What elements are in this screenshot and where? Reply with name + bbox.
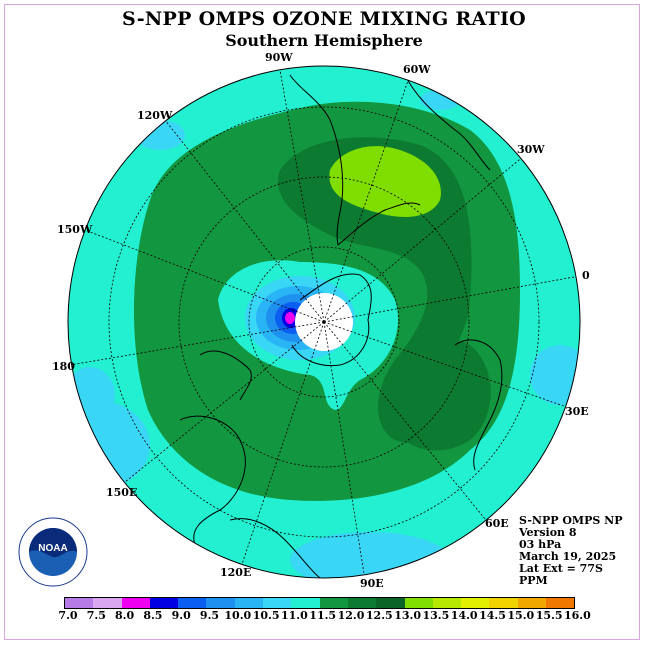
lon-label-60w: 60W — [403, 63, 431, 76]
info-lat-extent: Lat Ext = 77S — [519, 562, 603, 575]
colorbar-tick-label: 16.0 — [563, 609, 591, 622]
colorbar-swatch — [404, 598, 433, 608]
colorbar-swatch — [546, 598, 575, 608]
colorbar-tick-label: 11.0 — [280, 609, 308, 622]
colorbar-tick-label: 15.0 — [507, 609, 535, 622]
colorbar-tick-label: 8.0 — [115, 609, 135, 622]
lon-label-150w: 150W — [57, 223, 93, 236]
colorbar-tick-label: 15.5 — [535, 609, 563, 622]
colorbar-swatch — [517, 598, 547, 608]
colorbar-tick-label: 10.5 — [252, 609, 280, 622]
ozone-field — [68, 66, 580, 578]
ozone-patch — [135, 120, 185, 150]
lon-label-90e: 90E — [360, 577, 384, 590]
colorbar-tick-label: 8.5 — [143, 609, 163, 622]
map-title: S-NPP OMPS OZONE MIXING RATIO — [121, 8, 527, 30]
colorbar — [64, 597, 576, 609]
map-boundary — [67, 65, 581, 579]
lon-label-90w: 90W — [265, 51, 293, 64]
colorbar-swatch — [319, 598, 348, 608]
colorbar-swatch — [461, 598, 490, 608]
lon-label-0: 0 — [582, 269, 590, 282]
graticule — [69, 69, 580, 578]
colorbar-tick-label: 9.5 — [199, 609, 220, 622]
info-pressure: 03 hPa — [519, 538, 562, 551]
colorbar-tick-label: 7.5 — [86, 609, 106, 622]
map-subtitle: Southern Hemisphere — [225, 31, 423, 50]
ozone-patch — [530, 345, 580, 405]
colorbar-swatch — [376, 598, 405, 608]
noaa-logo: NOAA — [18, 517, 88, 587]
ozone-patch — [68, 367, 115, 423]
colorbar-tick-label: 9.0 — [171, 609, 191, 622]
colorbar-tick-label: 13.5 — [422, 609, 450, 622]
colorbar-swatch — [489, 598, 518, 608]
ozone-maximum — [329, 146, 441, 217]
lon-label-150e: 150E — [106, 486, 138, 499]
info-panel: S-NPP OMPS NP Version 8 03 hPa March 19,… — [519, 515, 622, 587]
colorbar-tick-label: 10.0 — [224, 609, 252, 622]
ozone-band — [390, 338, 491, 451]
colorbar-swatch — [121, 598, 150, 608]
info-instrument: S-NPP OMPS NP — [519, 514, 623, 527]
colorbar-swatch — [263, 598, 292, 608]
ozone-minimum — [285, 312, 295, 324]
lon-label-120w: 120W — [137, 109, 173, 122]
colorbar-tick-label: 7.0 — [58, 609, 78, 622]
colorbar-tick-label: 14.0 — [450, 609, 478, 622]
info-version: Version 8 — [519, 526, 577, 539]
colorbar-swatch — [65, 598, 94, 608]
colorbar-swatch — [149, 598, 179, 608]
ozone-patch — [420, 90, 460, 110]
info-date: March 19, 2025 — [519, 550, 617, 563]
colorbar-swatch — [178, 598, 207, 608]
colorbar-tick-label: 12.0 — [337, 609, 365, 622]
lon-label-30e: 30E — [565, 405, 589, 418]
logo-text: NOAA — [38, 543, 67, 554]
lon-label-60e: 60E — [485, 517, 509, 530]
colorbar-swatch — [93, 598, 122, 608]
colorbar-tick-label: 12.5 — [365, 609, 393, 622]
colorbar-swatch — [347, 598, 377, 608]
colorbar-swatch — [291, 598, 320, 608]
lon-label-120e: 120E — [220, 566, 252, 579]
colorbar-tick-label: 13.0 — [394, 609, 421, 622]
map-frame — [4, 4, 640, 640]
colorbar-tick-label: 11.5 — [309, 609, 337, 622]
colorbar-swatch — [206, 598, 235, 608]
colorbar-swatch — [432, 598, 462, 608]
colorbar-swatch — [234, 598, 264, 608]
info-units: PPM — [519, 574, 548, 587]
colorbar-tick-label: 14.5 — [479, 609, 506, 622]
lon-label-30w: 30W — [517, 143, 545, 156]
lon-label-180: 180 — [52, 360, 75, 373]
